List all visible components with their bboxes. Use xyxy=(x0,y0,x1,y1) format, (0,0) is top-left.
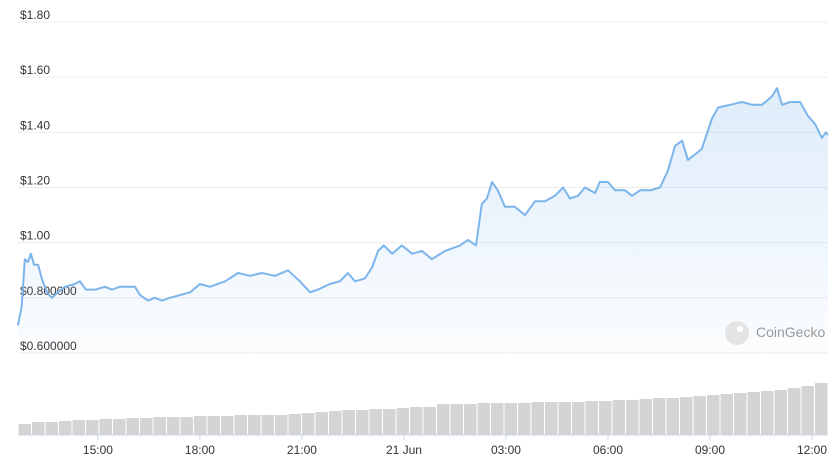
volume-bar xyxy=(180,417,193,435)
volume-bar xyxy=(140,418,153,435)
x-tick-label: 21:00 xyxy=(287,443,317,457)
volume-bar xyxy=(788,388,801,435)
volume-bar xyxy=(32,422,45,435)
volume-bar xyxy=(504,403,517,435)
x-tick-label: 06:00 xyxy=(593,443,623,457)
volume-bar xyxy=(747,392,760,435)
volume-bar xyxy=(626,400,639,435)
price-area xyxy=(18,88,828,353)
volume-bar xyxy=(99,419,112,435)
volume-bar xyxy=(72,420,85,435)
price-line xyxy=(17,87,829,326)
x-tick-label: 15:00 xyxy=(83,443,113,457)
volume-bar xyxy=(707,395,720,435)
x-tick-label: 12:00 xyxy=(797,443,827,457)
volume-bar xyxy=(410,407,423,435)
volume-bar xyxy=(774,390,787,435)
volume-bar xyxy=(59,421,72,435)
volume-bar xyxy=(518,403,531,435)
volume-bar xyxy=(693,396,706,435)
volume-bar xyxy=(477,403,490,435)
volume-bar xyxy=(491,403,504,435)
volume-bar xyxy=(126,418,139,435)
volume-bar xyxy=(558,402,571,435)
volume-bar xyxy=(545,402,558,435)
volume-bar xyxy=(761,391,774,435)
volume-bar xyxy=(531,402,544,435)
volume-bar xyxy=(396,408,409,435)
volume-bar xyxy=(572,402,585,435)
volume-bar xyxy=(639,399,652,435)
volume-bar xyxy=(315,412,328,435)
watermark: CoinGecko xyxy=(725,321,825,345)
y-tick-label: $1.80 xyxy=(20,8,50,22)
volume-bar xyxy=(815,383,828,435)
volume-bar xyxy=(801,386,814,435)
volume-bar xyxy=(261,415,274,435)
volume-bar xyxy=(680,397,693,435)
volume-bar xyxy=(369,409,382,435)
volume-bar xyxy=(45,422,58,435)
volume-bar xyxy=(153,417,166,435)
watermark-logo-eye xyxy=(737,326,743,332)
volume-bar xyxy=(18,424,31,435)
volume-bar xyxy=(342,410,355,435)
y-tick-label: $1.60 xyxy=(20,63,50,77)
volume-bar xyxy=(221,416,234,435)
volume-bar xyxy=(383,409,396,435)
volume-bar xyxy=(194,416,207,435)
volume-bar xyxy=(612,400,625,435)
volume-bar xyxy=(356,410,369,435)
x-tick-label: 18:00 xyxy=(185,443,215,457)
volume-bar xyxy=(275,415,288,435)
y-tick-label: $1.40 xyxy=(20,118,50,132)
watermark-text: CoinGecko xyxy=(756,324,825,340)
volume-bar xyxy=(720,394,733,435)
volume-bar xyxy=(585,401,598,435)
volume-bar xyxy=(599,401,612,435)
volume-bar xyxy=(450,404,463,435)
volume-bar xyxy=(234,415,247,435)
y-tick-label: $1.00 xyxy=(20,229,50,243)
volume-bar xyxy=(464,404,477,435)
volume-bar xyxy=(423,407,436,435)
volume-bar xyxy=(113,419,126,435)
volume-bar xyxy=(167,417,180,435)
volume-bar xyxy=(329,411,342,435)
volume-bar xyxy=(302,413,315,435)
volume-bar xyxy=(288,414,301,435)
volume-bar xyxy=(734,393,747,435)
x-tick-label: 21 Jun xyxy=(386,443,422,457)
y-tick-label: $1.20 xyxy=(20,174,50,188)
x-tick-label: 09:00 xyxy=(695,443,725,457)
volume-bar xyxy=(207,416,220,435)
volume-bar xyxy=(437,404,450,435)
volume-bar xyxy=(666,398,679,435)
watermark-logo xyxy=(725,321,749,345)
volume-bar xyxy=(653,398,666,435)
volume-bar xyxy=(248,415,261,435)
x-tick-label: 03:00 xyxy=(491,443,521,457)
volume-bar xyxy=(86,420,99,435)
